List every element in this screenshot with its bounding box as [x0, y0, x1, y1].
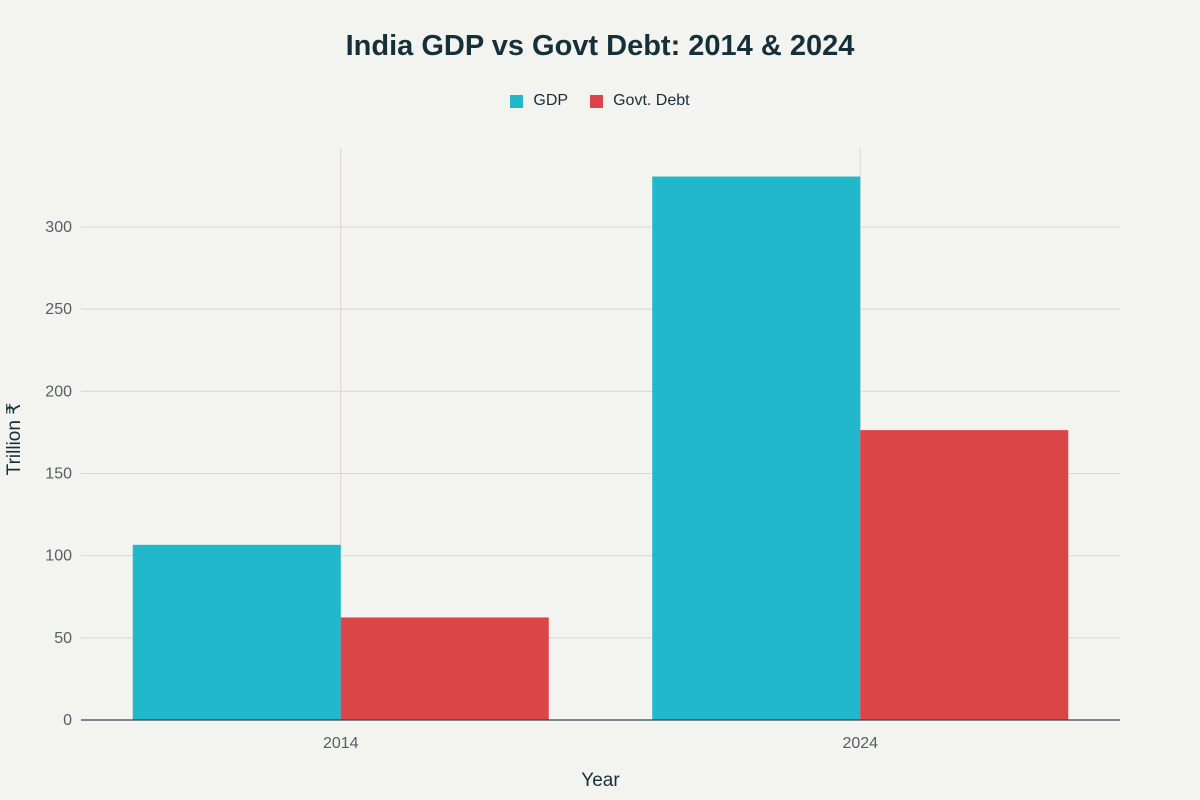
bar-debt-2014[interactable] — [340, 617, 549, 720]
legend-swatch-debt — [590, 94, 604, 108]
legend: GDP Govt. Debt — [0, 92, 1200, 110]
y-tick-label: 50 — [54, 630, 72, 647]
bar-gdp-2014[interactable] — [132, 544, 341, 720]
x-tick-label: 2014 — [323, 735, 359, 752]
axis-layer: 0 50 100 150 200 250 300 2014 2024 — [45, 219, 1120, 752]
y-tick-label: 300 — [45, 219, 72, 236]
y-tick-label: 250 — [45, 301, 72, 318]
legend-swatch-gdp — [510, 94, 524, 108]
x-axis-title: Year — [581, 770, 620, 791]
x-tick-label: 2024 — [842, 735, 878, 752]
legend-item-debt[interactable]: Govt. Debt — [590, 92, 690, 110]
y-tick-label: 0 — [63, 712, 72, 729]
chart-title: India GDP vs Govt Debt: 2014 & 2024 — [345, 30, 855, 62]
bar-gdp-2024[interactable] — [652, 176, 861, 720]
y-axis-title: Trillion ₹ — [4, 403, 25, 476]
y-tick-label: 150 — [45, 466, 72, 483]
y-tick-label: 100 — [45, 548, 72, 565]
legend-item-gdp[interactable]: GDP — [510, 92, 568, 110]
bar-debt-2024[interactable] — [860, 430, 1069, 720]
legend-label-debt: Govt. Debt — [613, 92, 690, 109]
bar-layer — [132, 176, 1069, 720]
legend-label-gdp: GDP — [533, 92, 569, 109]
y-tick-label: 200 — [45, 383, 72, 400]
